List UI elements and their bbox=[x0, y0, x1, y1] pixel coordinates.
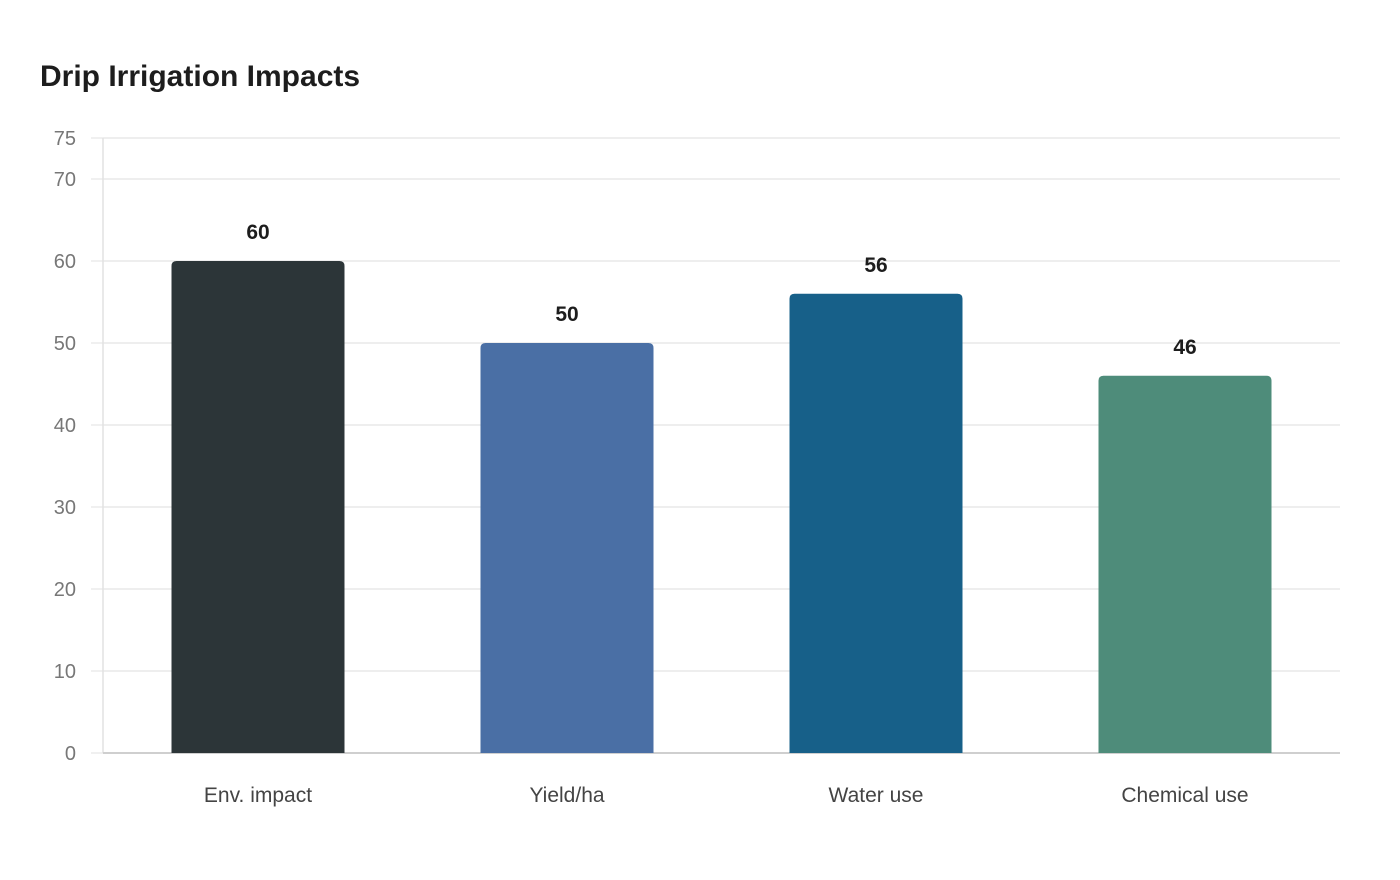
y-tick-label: 20 bbox=[54, 579, 76, 601]
x-category-label: Env. impact bbox=[204, 784, 312, 807]
labels: 0 10 20 30 40 50 60 70 75 60 Env. impact 50 Yield/ha… bbox=[54, 128, 1249, 807]
bar-value-label: 56 bbox=[864, 254, 887, 277]
bar-water-use bbox=[789, 293, 963, 753]
bar-value-label: 60 bbox=[246, 221, 269, 244]
chart-title: Drip Irrigation Impacts bbox=[40, 60, 361, 93]
y-tick-label: 50 bbox=[54, 333, 76, 355]
y-tick-label: 60 bbox=[54, 251, 76, 273]
y-tick-label: 0 bbox=[65, 743, 76, 765]
bar-yield-ha bbox=[480, 343, 654, 753]
y-tick-label: 70 bbox=[54, 169, 76, 191]
bars bbox=[171, 261, 1272, 753]
y-tick-label: 30 bbox=[54, 497, 76, 519]
x-category-label: Yield/ha bbox=[529, 784, 604, 807]
y-tick-label: 40 bbox=[54, 415, 76, 437]
x-category-label: Water use bbox=[829, 784, 924, 807]
bar-env-impact bbox=[171, 261, 345, 753]
y-tick-label: 10 bbox=[54, 661, 76, 683]
y-tick-label: 75 bbox=[54, 128, 76, 150]
x-category-label: Chemical use bbox=[1121, 784, 1248, 807]
bar-chemical-use bbox=[1098, 375, 1272, 753]
bar-value-label: 46 bbox=[1173, 336, 1196, 359]
bar-value-label: 50 bbox=[555, 303, 578, 326]
